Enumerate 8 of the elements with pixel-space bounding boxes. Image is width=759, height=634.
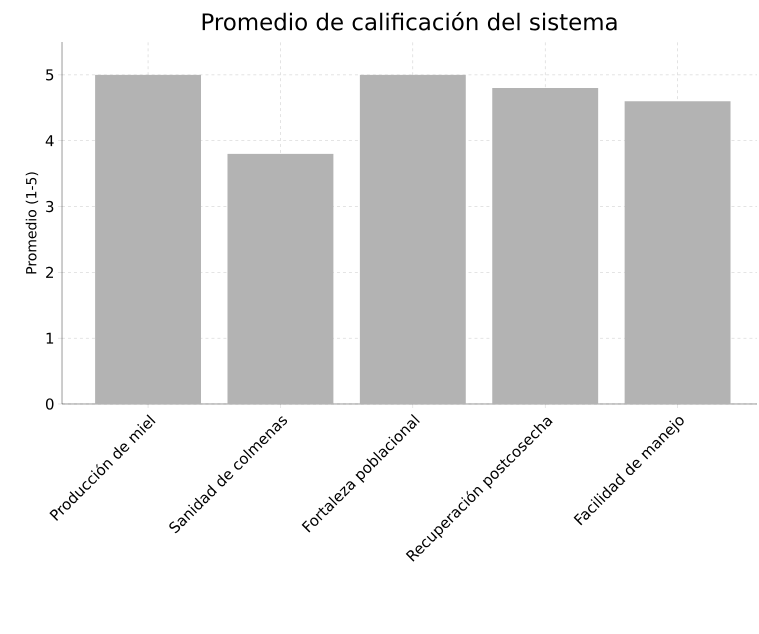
chart-title: Promedio de calificación del sistema bbox=[202, 12, 617, 30]
y-tick-label: 2 bbox=[46, 266, 53, 278]
y-tick-label: 3 bbox=[46, 200, 54, 212]
y-tick-label: 4 bbox=[46, 135, 54, 146]
y-axis-title: Promedio (1-5) bbox=[26, 172, 38, 274]
y-tick-label: 0 bbox=[46, 398, 54, 410]
y-tick-label: 1 bbox=[46, 332, 54, 344]
y-tick-label: 5 bbox=[46, 69, 54, 80]
